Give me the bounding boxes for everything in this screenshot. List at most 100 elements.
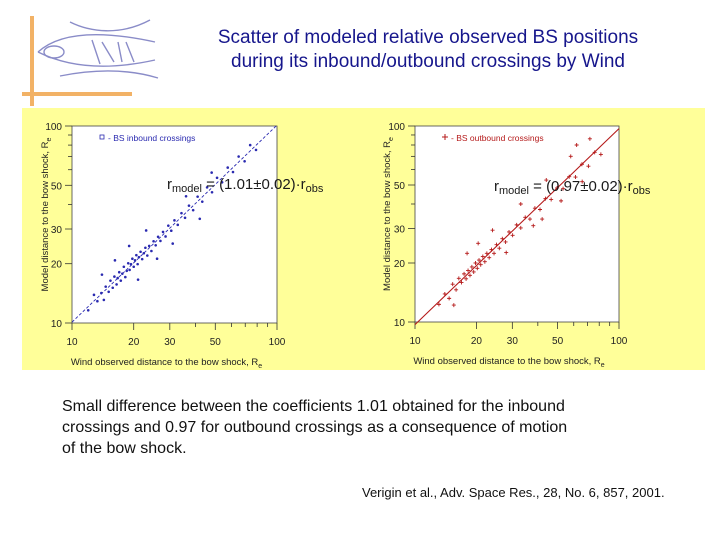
data-point <box>136 262 139 266</box>
data-point <box>518 225 523 230</box>
data-point <box>466 268 471 273</box>
data-point <box>117 270 121 274</box>
y-axis-label: Model distance to the bow shock, Re <box>382 137 395 291</box>
data-point <box>510 233 515 238</box>
data-point <box>592 150 597 155</box>
legend-label: - BS outbound crossings <box>451 133 544 143</box>
data-point <box>116 276 119 280</box>
formula-body: = (1.01±0.02)·r <box>201 176 306 193</box>
data-point <box>471 269 476 274</box>
data-point <box>196 195 199 198</box>
data-point <box>478 262 483 267</box>
inbound-chart-svg: 10 20 30 50 100 10 20 30 50 100 Wind observed dist… <box>40 122 286 370</box>
data-point <box>133 259 137 262</box>
data-point <box>489 247 494 252</box>
legend-label: - BS inbound crossings <box>108 133 195 143</box>
y-tick-label: 30 <box>394 224 406 235</box>
y-tick-label: 50 <box>51 181 63 192</box>
y-tick-label: 20 <box>394 259 406 270</box>
data-point <box>456 276 461 281</box>
data-point <box>220 180 224 184</box>
data-point <box>205 186 209 189</box>
data-point <box>100 273 104 276</box>
data-point <box>121 272 124 275</box>
data-point <box>475 266 480 271</box>
data-point <box>180 211 183 215</box>
data-point <box>147 244 151 248</box>
data-point <box>482 259 487 264</box>
x-tick-label: 20 <box>128 337 140 348</box>
data-point <box>198 217 202 221</box>
data-point <box>86 309 90 312</box>
data-point <box>527 217 532 222</box>
data-point <box>136 278 140 281</box>
data-point <box>115 283 118 286</box>
data-point <box>119 279 123 282</box>
data-point <box>574 142 579 147</box>
data-point <box>544 178 549 183</box>
data-point <box>497 246 502 251</box>
data-point <box>135 253 138 257</box>
data-point <box>169 229 173 233</box>
data-point <box>154 243 157 247</box>
data-point <box>467 273 472 278</box>
data-point <box>191 208 195 212</box>
data-point <box>146 254 149 257</box>
data-point <box>176 223 180 227</box>
x-tick-label: 10 <box>409 336 421 347</box>
citation: Verigin et al., Adv. Space Res., 28, No.… <box>362 485 665 500</box>
data-point <box>532 206 537 211</box>
data-point <box>507 229 512 234</box>
data-point <box>561 186 566 191</box>
data-point <box>454 287 459 292</box>
plot-area <box>71 125 278 324</box>
data-point <box>129 262 133 266</box>
data-point <box>490 228 495 233</box>
title-line-1: Scatter of modeled relative observed BS … <box>217 27 639 48</box>
data-point <box>555 185 560 190</box>
x-axis-label: Wind observed distance to the bow shock,… <box>413 356 604 369</box>
formula-sub-obs: obs <box>632 185 651 197</box>
data-point <box>125 269 129 273</box>
inbound-fit-formula: rmodel = (1.01±0.02)·robs <box>167 176 323 195</box>
outbound-fit-formula: rmodel = (0.97±0.02)·robs <box>494 178 650 197</box>
data-point <box>567 174 572 179</box>
data-point <box>436 302 441 307</box>
data-point <box>173 219 176 222</box>
data-point <box>187 204 191 207</box>
outbound-chart-svg: 10 20 30 50 100 10 20 30 50 100 Wind observed dist… <box>382 122 628 369</box>
y-tick-label: 10 <box>51 319 63 330</box>
x-tick-label: 100 <box>269 337 286 348</box>
caption-line-3: of the bow shock. <box>62 440 187 457</box>
y-tick-label: 50 <box>394 181 406 192</box>
x-axis-label-sub: e <box>601 362 605 369</box>
data-point <box>150 249 153 253</box>
data-point <box>442 291 447 296</box>
data-point <box>476 241 481 246</box>
data-point <box>139 250 142 254</box>
x-tick-label: 50 <box>552 336 564 347</box>
outbound-scatter-plot: 10 20 30 50 100 10 20 30 50 100 Wind observed dist… <box>364 108 705 370</box>
data-point <box>464 276 469 281</box>
data-point <box>549 197 554 202</box>
data-point <box>124 275 127 279</box>
data-point <box>598 152 603 157</box>
data-point <box>183 216 187 220</box>
formula-sub-obs: obs <box>305 183 324 195</box>
data-point <box>469 264 474 269</box>
data-point <box>144 246 147 250</box>
data-point <box>587 136 592 141</box>
data-point <box>210 171 213 174</box>
data-point <box>144 229 148 232</box>
y-axis-label: Model distance to the bow shock, Re <box>40 137 53 291</box>
y-tick-label: 20 <box>51 260 63 271</box>
data-point <box>113 259 117 262</box>
data-point <box>465 251 470 256</box>
data-point <box>447 296 452 301</box>
data-point <box>450 282 455 287</box>
data-point <box>543 196 548 201</box>
data-point <box>104 285 107 288</box>
data-point <box>459 280 464 285</box>
accent-vertical-line <box>30 16 34 106</box>
legend-marker <box>442 134 448 140</box>
